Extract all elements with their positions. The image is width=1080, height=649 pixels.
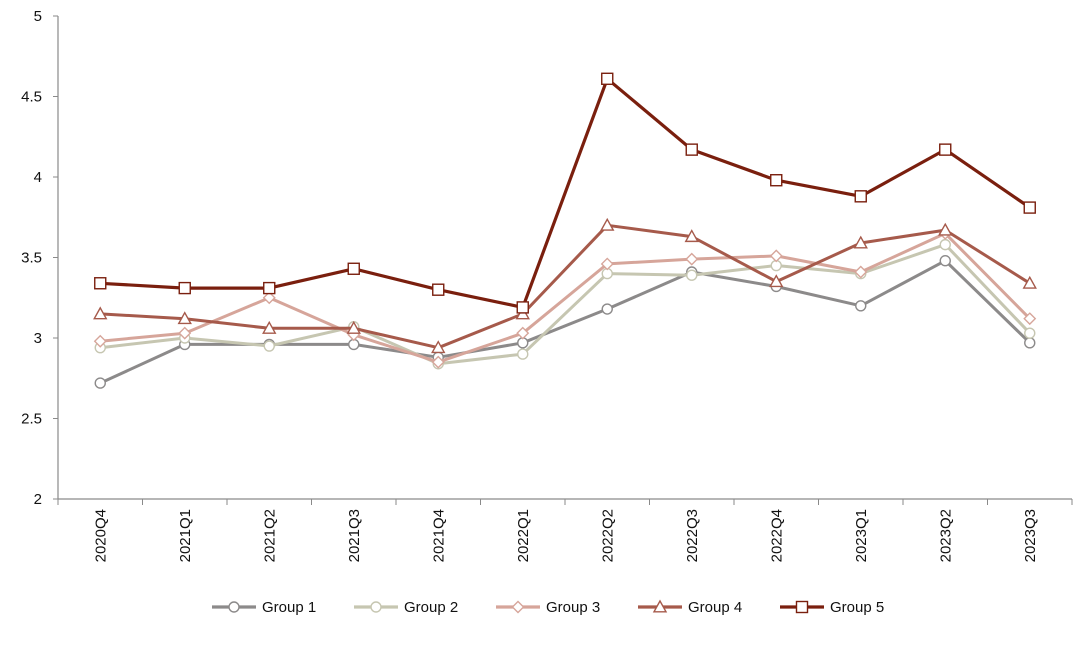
legend-marker bbox=[511, 600, 525, 614]
data-point bbox=[769, 249, 783, 263]
data-point bbox=[853, 235, 868, 249]
legend-marker bbox=[795, 600, 809, 614]
data-point bbox=[1023, 312, 1037, 326]
data-point bbox=[685, 143, 698, 156]
data-point bbox=[516, 326, 530, 340]
legend-marker bbox=[228, 601, 240, 613]
data-point bbox=[939, 255, 951, 267]
series-line bbox=[100, 77, 1031, 309]
data-point bbox=[178, 326, 192, 340]
x-tick-label: 2022Q3 bbox=[684, 509, 701, 562]
data-point bbox=[262, 320, 277, 334]
data-point bbox=[854, 190, 867, 203]
series-3 bbox=[93, 226, 1037, 369]
y-tick-label: 5 bbox=[34, 8, 42, 25]
series-4 bbox=[93, 217, 1037, 354]
chart-axes bbox=[57, 16, 1072, 500]
y-tick-label: 4 bbox=[34, 169, 42, 186]
data-point bbox=[1024, 337, 1036, 349]
x-tick-label: 2020Q4 bbox=[92, 509, 109, 562]
legend-label: Group 5 bbox=[830, 599, 884, 616]
data-point bbox=[178, 281, 191, 295]
data-point bbox=[685, 252, 699, 266]
data-point bbox=[770, 174, 783, 187]
y-tick-label: 2 bbox=[34, 491, 42, 508]
data-point bbox=[938, 222, 953, 236]
x-tick-label: 2022Q2 bbox=[599, 509, 616, 562]
data-point bbox=[686, 269, 698, 281]
series-line bbox=[100, 231, 1031, 364]
data-point bbox=[94, 277, 107, 290]
data-point bbox=[347, 262, 360, 275]
data-point bbox=[939, 238, 951, 251]
data-point bbox=[94, 377, 106, 389]
x-tick-label: 2022Q4 bbox=[768, 509, 785, 562]
data-point bbox=[517, 348, 529, 360]
data-point bbox=[600, 257, 614, 271]
y-tick-label: 4.5 bbox=[21, 89, 42, 106]
series-line bbox=[100, 223, 1031, 350]
series-line bbox=[99, 259, 1031, 385]
data-point bbox=[263, 340, 275, 352]
x-tick-label: 2021Q2 bbox=[261, 509, 278, 562]
x-tick-label: 2021Q4 bbox=[430, 509, 447, 562]
series-5 bbox=[94, 72, 1036, 314]
data-point bbox=[262, 291, 276, 305]
axis-ticks: 2 2.5 3 3.5 4 4.5 5 2020Q4 2021Q1 2021Q2 2021Q3 202… bbox=[21, 8, 1073, 562]
legend-item: Group 5 bbox=[780, 599, 884, 616]
legend: Group 1 Group 2 Group 3 Group 4 Group 5 bbox=[212, 599, 884, 616]
data-point bbox=[93, 306, 108, 320]
data-point bbox=[177, 311, 192, 325]
data-point bbox=[939, 143, 952, 156]
data-point bbox=[769, 274, 784, 288]
x-tick-label: 2023Q2 bbox=[937, 509, 954, 562]
data-point bbox=[431, 355, 445, 369]
x-tick-label: 2021Q3 bbox=[346, 509, 363, 562]
data-point bbox=[263, 281, 276, 295]
data-point bbox=[601, 72, 614, 85]
legend-label: Group 2 bbox=[404, 599, 458, 616]
legend-marker bbox=[652, 599, 668, 613]
data-point bbox=[1023, 201, 1036, 214]
data-point bbox=[854, 265, 868, 279]
legend-item: Group 3 bbox=[496, 599, 600, 616]
data-point bbox=[346, 320, 361, 334]
x-tick-label: 2022Q1 bbox=[515, 509, 532, 562]
data-point bbox=[601, 303, 613, 315]
data-point bbox=[431, 340, 446, 354]
x-tick-label: 2023Q1 bbox=[853, 509, 870, 562]
y-tick-label: 3 bbox=[34, 330, 42, 347]
y-tick-label: 2.5 bbox=[21, 411, 42, 428]
data-point bbox=[93, 334, 107, 348]
data-point bbox=[684, 229, 699, 243]
x-tick-label: 2021Q1 bbox=[177, 509, 194, 562]
series-1 bbox=[94, 255, 1036, 389]
series-group bbox=[93, 72, 1037, 389]
legend-marker bbox=[370, 601, 382, 613]
legend-item: Group 1 bbox=[212, 599, 316, 616]
x-tick-label: 2023Q3 bbox=[1022, 509, 1039, 562]
data-point bbox=[516, 301, 529, 314]
series-2 bbox=[94, 238, 1036, 370]
data-point bbox=[432, 283, 445, 296]
y-tick-label: 3.5 bbox=[21, 250, 42, 267]
legend-label: Group 1 bbox=[262, 599, 316, 616]
data-point bbox=[1024, 327, 1036, 339]
data-point bbox=[600, 217, 615, 231]
data-point bbox=[1022, 275, 1037, 289]
legend-label: Group 3 bbox=[546, 599, 600, 616]
series-line bbox=[100, 243, 1031, 366]
legend-label: Group 4 bbox=[688, 599, 742, 616]
legend-item: Group 2 bbox=[354, 599, 458, 616]
legend-item: Group 4 bbox=[638, 599, 742, 616]
data-point bbox=[855, 300, 867, 312]
